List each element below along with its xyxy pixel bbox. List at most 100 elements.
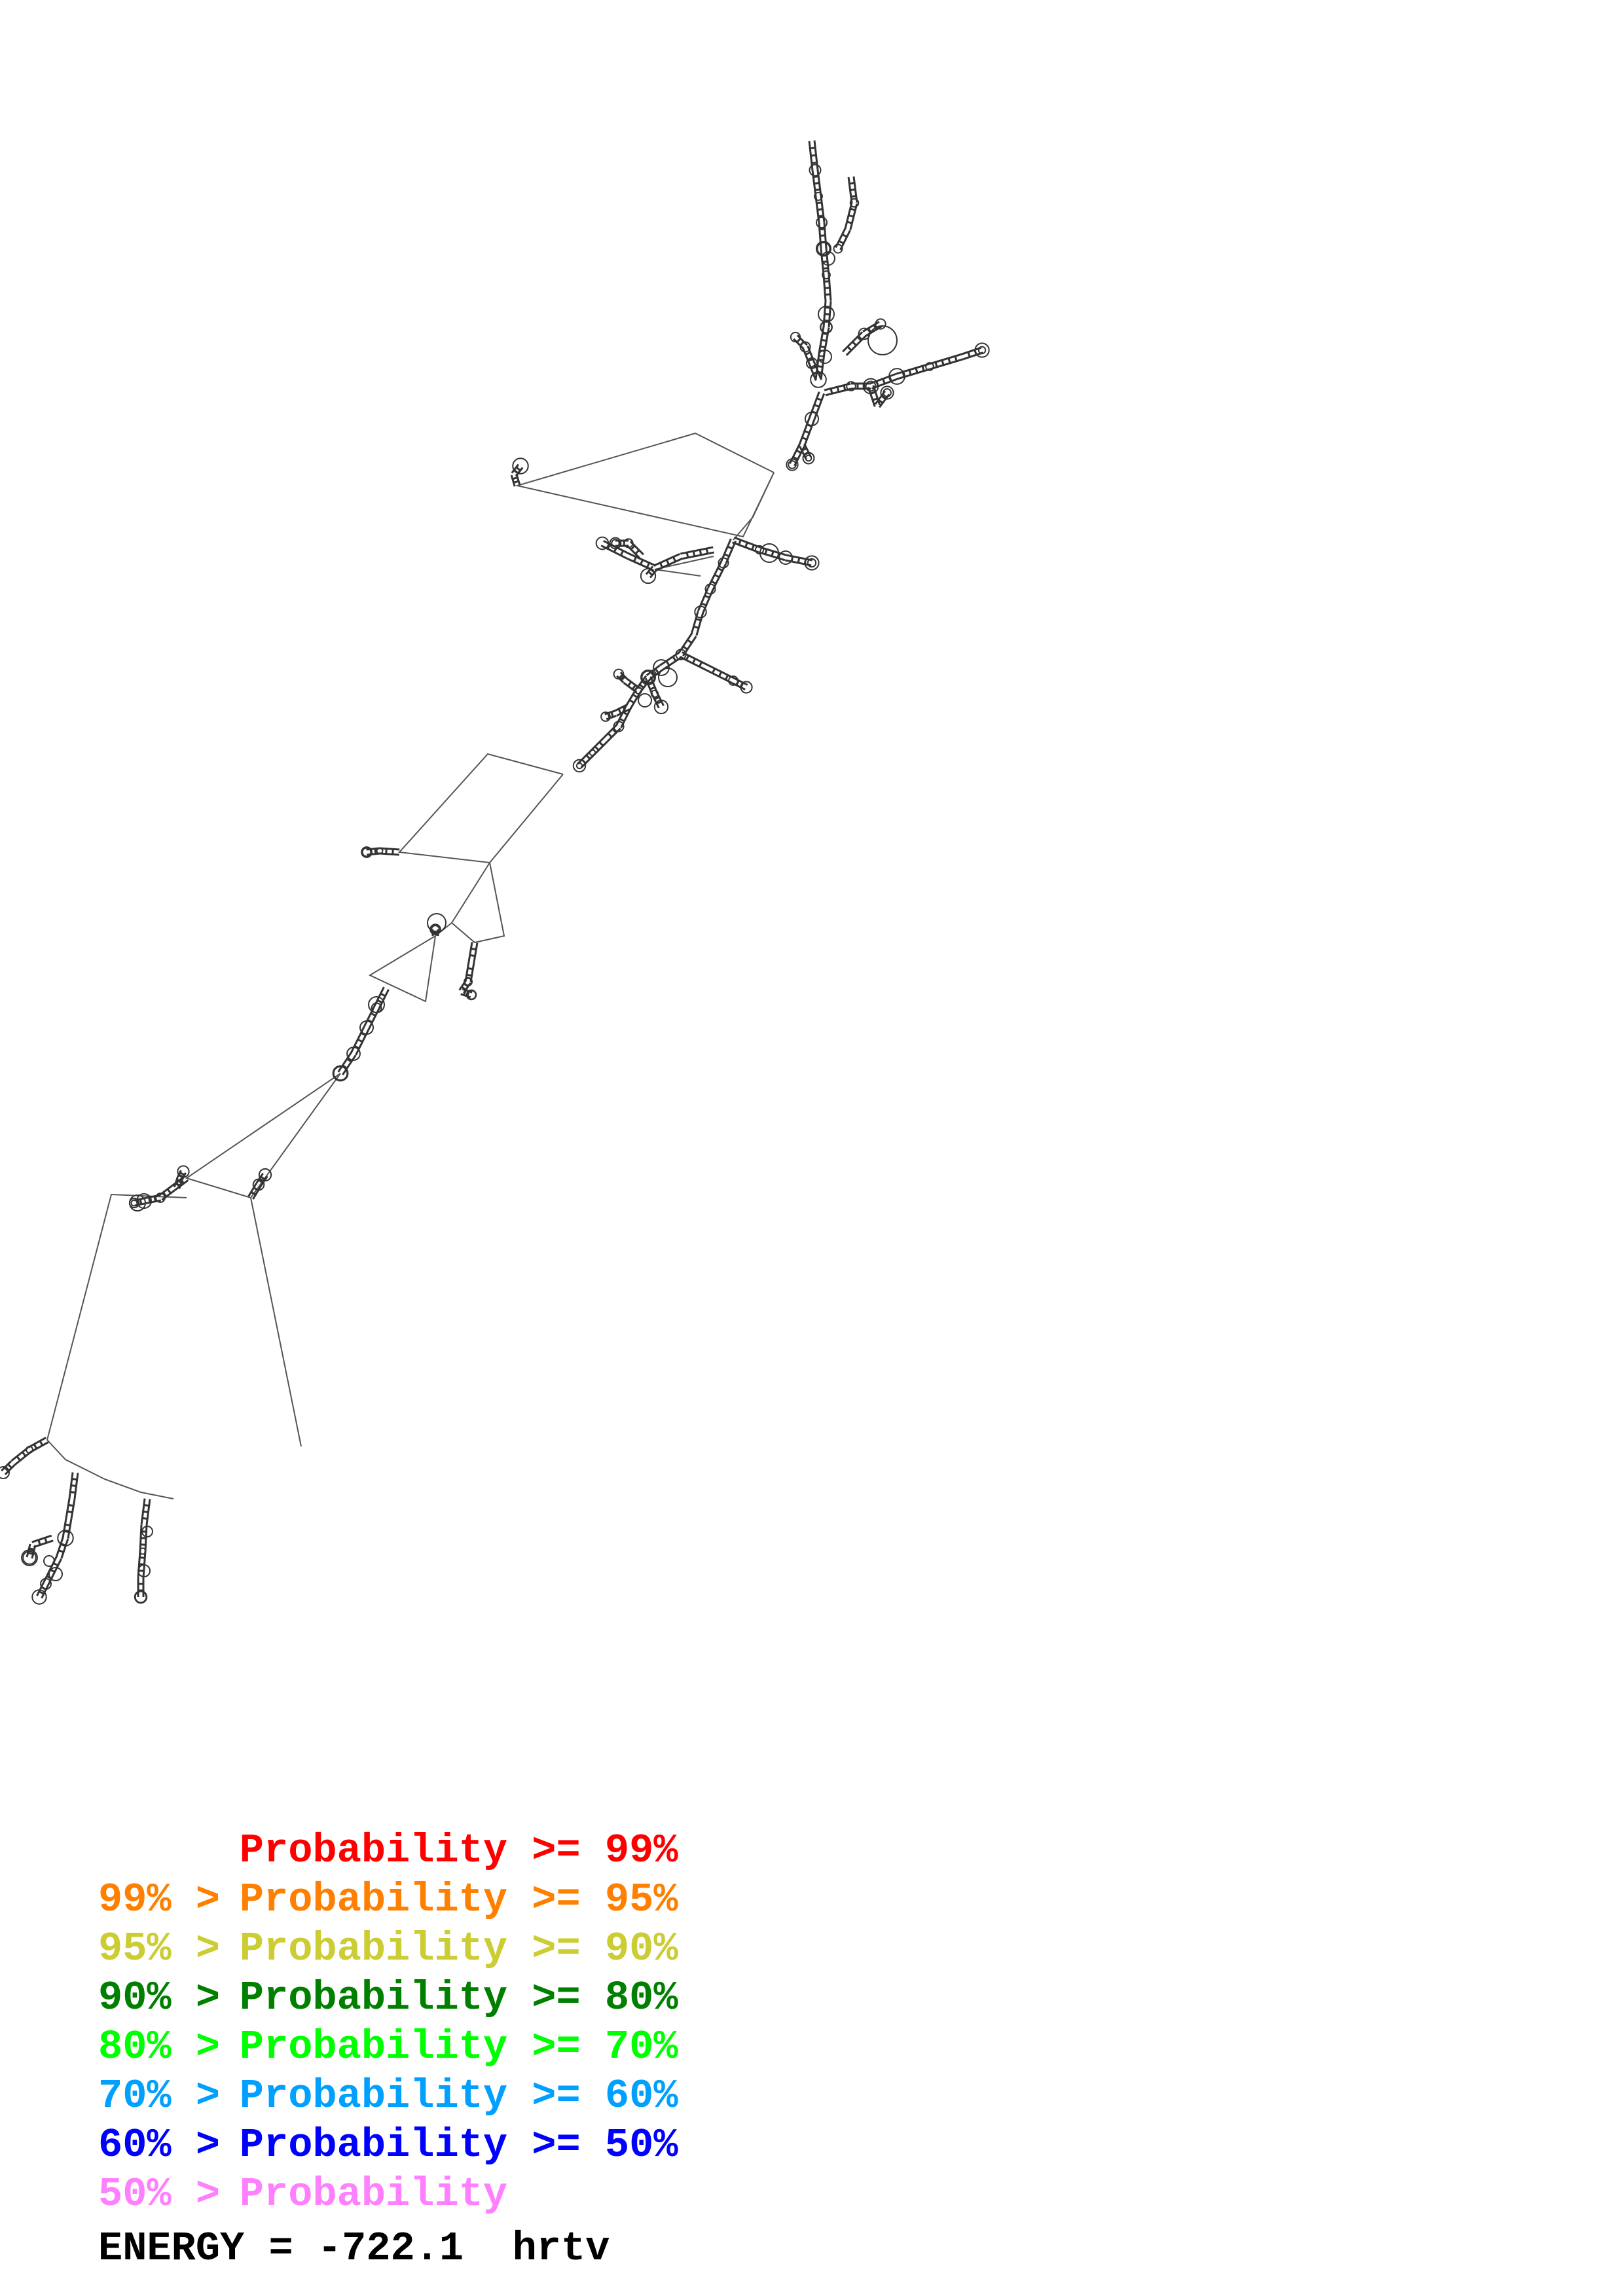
internal-loop: [359, 1020, 374, 1035]
internal-loop: [718, 557, 729, 569]
legend-row: 99% > Probability >= 95%: [98, 1875, 678, 1924]
base-pair: [850, 195, 856, 198]
legend-row: 50% > Probability: [98, 2170, 678, 2219]
base-pair: [872, 397, 878, 401]
base-pair: [814, 404, 820, 408]
legend-label: Probability: [239, 2122, 508, 2168]
helix-strand: [158, 1185, 173, 1197]
hairpin-loop: [31, 1589, 47, 1605]
internal-loop: [846, 381, 856, 391]
legend-row: Probability >= 99%: [98, 1826, 678, 1875]
internal-loop: [809, 164, 822, 177]
base-pair: [810, 365, 816, 368]
base-pair: [139, 1198, 143, 1205]
multi-loop: [141, 1526, 153, 1537]
helix-strand: [807, 345, 822, 380]
base-pair: [771, 550, 775, 557]
base-pair: [647, 571, 653, 576]
backbone-connector: [515, 432, 775, 538]
base-pair: [727, 545, 733, 550]
legend-threshold: >= 80%: [532, 1975, 678, 2021]
hairpin-loop: [609, 537, 622, 550]
internal-loop: [57, 1530, 74, 1547]
legend-threshold: >= 70%: [532, 2024, 678, 2070]
hairpin-loop: [22, 1551, 37, 1565]
base-pair: [699, 549, 702, 556]
helix-strand: [606, 715, 617, 721]
legend-lead: 60% >: [98, 2122, 221, 2168]
structure-name: hrtv: [512, 2225, 610, 2272]
helix-strand: [695, 612, 704, 636]
internal-loop: [139, 1547, 147, 1555]
helix-strand: [4, 1463, 16, 1475]
hairpin-loop: [463, 977, 473, 987]
helix-strand: [590, 737, 605, 752]
base-pair: [360, 1031, 367, 1037]
hairpin-loop: [790, 331, 801, 343]
hairpin-loop: [802, 452, 815, 465]
helix-strand: [580, 753, 595, 768]
hairpin-loop: [600, 711, 611, 722]
base-pair: [27, 1551, 33, 1555]
helix-strand: [337, 1051, 352, 1073]
base-pair: [711, 668, 716, 674]
internal-loop: [376, 847, 384, 855]
internal-loop: [815, 240, 832, 257]
multi-loop: [368, 996, 385, 1013]
hairpin-loop: [641, 670, 655, 685]
hairpin-loop: [694, 605, 707, 619]
base-pair: [467, 967, 473, 971]
internal-loop: [26, 1446, 33, 1454]
base-pair: [665, 559, 670, 565]
helix-strand: [380, 847, 400, 851]
base-pair: [175, 1183, 181, 1187]
hairpin-loop: [0, 1466, 10, 1479]
legend-threshold: >= 60%: [532, 2073, 678, 2119]
base-pair: [908, 369, 912, 376]
internal-loop: [822, 270, 831, 279]
helix-strand: [70, 1499, 76, 1519]
helix-strand: [645, 565, 654, 575]
base-pair: [346, 1058, 352, 1063]
helix-strand: [33, 1539, 54, 1549]
base-pair: [824, 287, 830, 289]
base-pair: [847, 346, 852, 351]
base-pair: [723, 553, 730, 558]
base-pair: [705, 548, 709, 554]
base-pair: [693, 625, 699, 629]
helix-strand: [30, 1441, 49, 1453]
internal-loop: [883, 388, 892, 397]
base-pair: [685, 655, 690, 661]
internal-loop: [977, 346, 987, 355]
backbone-connector: [733, 472, 775, 541]
base-pair: [513, 480, 519, 484]
rna-loops: [0, 164, 990, 1605]
base-pair: [819, 228, 825, 230]
base-pair: [805, 351, 811, 355]
base-pair: [764, 548, 768, 555]
base-pair: [704, 594, 710, 599]
base-pair: [921, 365, 925, 372]
base-pair: [70, 1491, 76, 1494]
base-pair: [811, 154, 816, 157]
hairpin-loop: [466, 990, 477, 1000]
legend-threshold: >= 95%: [532, 1876, 678, 1923]
helix-strand: [143, 1194, 160, 1200]
internal-loop: [623, 538, 634, 548]
base-pair: [617, 708, 622, 714]
internal-loop: [862, 378, 879, 395]
hairpin-loop: [640, 567, 657, 584]
backbone-connector: [397, 753, 564, 864]
base-pair: [250, 1191, 257, 1196]
helix-strand: [593, 740, 608, 755]
multi-loop: [821, 251, 835, 266]
internal-loop: [21, 1549, 38, 1566]
helix-strand: [930, 358, 964, 370]
base-pair: [841, 233, 848, 238]
base-pair: [153, 1196, 156, 1202]
legend-threshold: >= 99%: [532, 1827, 678, 1874]
base-pair: [902, 371, 905, 378]
base-pair: [634, 549, 640, 555]
base-pair: [376, 999, 383, 1004]
helix-strand: [161, 1189, 176, 1201]
